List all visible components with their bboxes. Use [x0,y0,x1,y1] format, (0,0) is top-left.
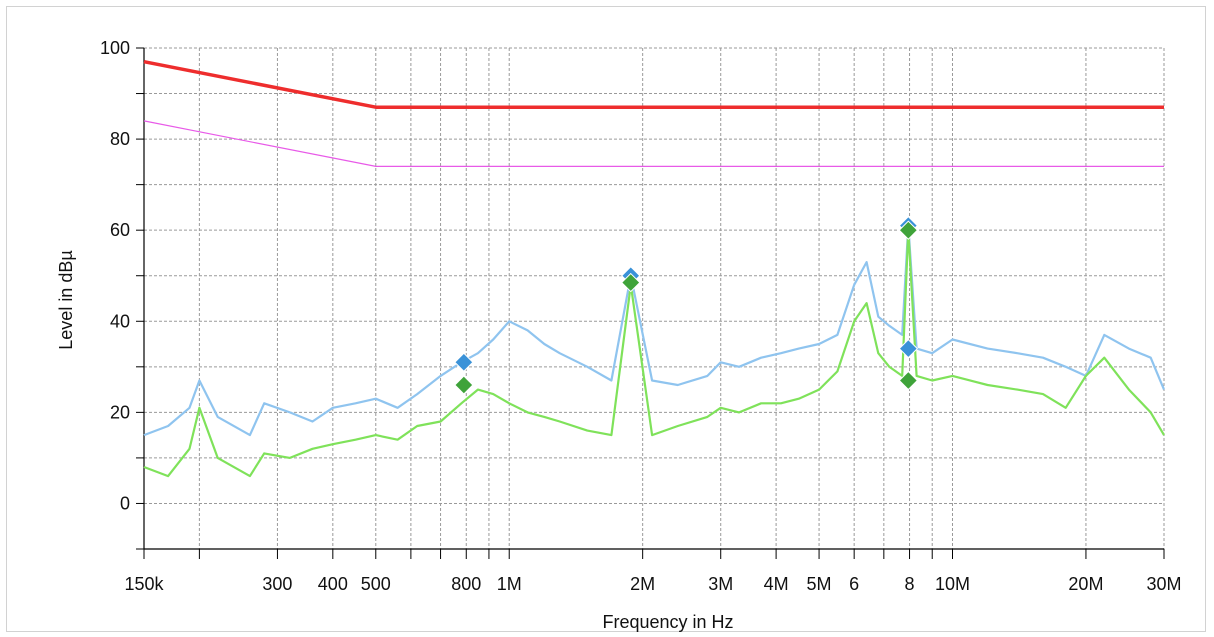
x-tick-label: 300 [262,574,292,594]
x-axis-title: Frequency in Hz [602,612,733,632]
x-tick-label: 4M [764,574,789,594]
y-tick-label: 40 [110,311,130,331]
average-marker [898,220,919,240]
grid-layer [143,47,1165,550]
x-tick-label: 500 [361,574,391,594]
x-tick-label: 2M [630,574,655,594]
average-marker [621,272,641,293]
y-tick-label: 80 [110,129,130,149]
x-tick-label: 8 [905,574,915,594]
series-line-average-limit [143,120,1164,167]
series-layer [143,59,1166,478]
x-tick-label: 6 [849,574,859,594]
x-tick-label: 10M [935,574,970,594]
x-tick-label: 30M [1146,574,1181,594]
y-tick-label: 100 [100,38,130,58]
series-line-peak-scan [143,224,1166,437]
y-tick-label: 20 [110,402,130,422]
series-line-quasi-peak-limit [143,59,1164,109]
axis-layer [136,47,1165,559]
y-axis-title: Level in dBµ [56,250,76,349]
x-tick-label: 5M [807,574,832,594]
series-line-average-scan [143,229,1165,478]
x-tick-label: 400 [318,574,348,594]
average-marker [454,375,474,395]
tick-label-layer: 0 20 40 60 80 100 150k 300 400 500 800 1M 2M 3M 4M 5M 6 8… [100,38,1182,594]
x-tick-label: 3M [708,574,733,594]
peak-marker [898,338,919,359]
average-marker [898,370,919,391]
x-tick-label: 20M [1068,574,1103,594]
peak-marker [454,352,474,372]
x-tick-label: 1M [497,574,522,594]
y-tick-label: 60 [110,220,130,240]
x-tick-label: 150k [124,574,164,594]
marker-layer [454,215,919,395]
chart-frame [6,6,1206,632]
y-tick-label: 0 [120,493,130,513]
x-tick-label: 800 [451,574,481,594]
